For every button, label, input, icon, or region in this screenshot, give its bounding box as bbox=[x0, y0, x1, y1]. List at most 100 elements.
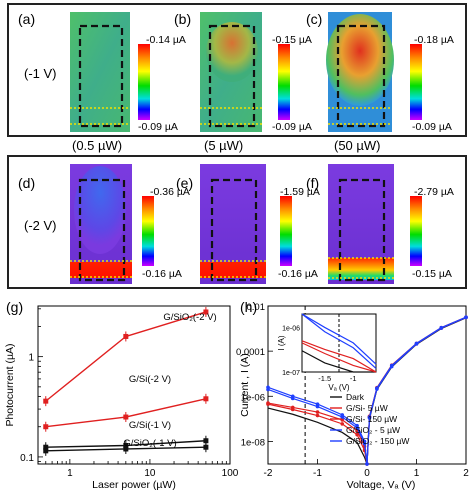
panel-d-cb-max: -0.36 µA bbox=[150, 186, 190, 198]
h-inset-x-axis-label: Vₐ (V) bbox=[328, 383, 350, 392]
h-data-point bbox=[266, 385, 270, 390]
panel-a-dashed-box bbox=[78, 24, 124, 128]
g-data-point bbox=[43, 424, 49, 430]
g-x-tick-label: 1 bbox=[67, 468, 73, 479]
panel-f-dashed-box bbox=[338, 178, 386, 282]
panel-c-cb-min: -0.09 µA bbox=[412, 121, 452, 133]
panel-b-cb-max: -0.15 µA bbox=[272, 34, 312, 46]
h-y-tick-label: 0.0001 bbox=[236, 347, 265, 358]
h-inset-y-tick-label: 1e-07 bbox=[282, 370, 300, 377]
g-data-point bbox=[203, 396, 209, 402]
h-legend-label: Dark bbox=[346, 392, 365, 402]
g-plot-frame bbox=[37, 305, 231, 465]
panel-a-colorbar bbox=[138, 44, 150, 120]
panel-b-dashed-box bbox=[208, 24, 256, 128]
h-data-point bbox=[464, 315, 468, 319]
g-series-label: G/Si(-2 V) bbox=[129, 374, 171, 385]
panel-h-letter: (h) bbox=[240, 299, 257, 315]
panel-a-cb-min: -0.09 µA bbox=[138, 121, 178, 133]
panel-d-red-stripe bbox=[70, 262, 132, 278]
h-inset-x-tick-label: -1.5 bbox=[318, 374, 331, 383]
panel-b-cb-min: -0.09 µA bbox=[272, 121, 312, 133]
g-series-label: G/SiO₂(-1 V) bbox=[123, 438, 176, 449]
panel-e-cb-min: -0.16 µA bbox=[278, 268, 318, 280]
g-series-line bbox=[45, 311, 207, 402]
h-y-tick-label: 0.01 bbox=[247, 302, 266, 313]
top-row-bias-label: (-1 V) bbox=[24, 66, 57, 81]
h-x-axis-label: Voltage, Vₐ (V) bbox=[347, 479, 416, 490]
g-data-point bbox=[123, 414, 129, 420]
h-inset-series-line bbox=[301, 350, 376, 373]
h-legend-label: G/Si- 150 µW bbox=[346, 414, 397, 424]
panel-e-letter: (e) bbox=[176, 175, 193, 191]
h-data-point bbox=[389, 363, 394, 368]
h-x-tick-label: 1 bbox=[414, 468, 420, 479]
panel-d-dashed-box bbox=[78, 178, 126, 282]
panel-e-red-stripe bbox=[200, 262, 266, 278]
panel-f-cb-max: -2.79 µA bbox=[414, 186, 454, 198]
h-data-point bbox=[375, 386, 379, 390]
h-inset-x-tick-label: -1 bbox=[350, 374, 357, 383]
g-data-point bbox=[123, 446, 129, 452]
g-data-point bbox=[43, 448, 49, 454]
h-inset-y-axis-label: I (A) bbox=[277, 335, 286, 350]
h-y-tick-label: 1e-06 bbox=[241, 392, 265, 403]
panel-g-letter: (g) bbox=[6, 299, 23, 315]
g-x-tick-label: 100 bbox=[222, 468, 239, 479]
g-y-tick-label: 0.1 bbox=[20, 453, 34, 464]
h-data-point bbox=[367, 415, 372, 419]
g-data-point bbox=[203, 309, 209, 315]
h-inset-series-line bbox=[301, 313, 377, 369]
panel-c-cb-max: -0.18 µA bbox=[414, 34, 454, 46]
panel-a-letter: (a) bbox=[18, 11, 35, 27]
h-inset-series-line bbox=[301, 340, 377, 373]
h-x-tick-label: -1 bbox=[313, 468, 322, 479]
h-y-tick-label: 1e-08 bbox=[241, 437, 265, 448]
top-row-frame bbox=[7, 3, 467, 137]
h-data-point bbox=[414, 341, 419, 346]
h-data-point bbox=[362, 439, 367, 444]
h-x-tick-label: 0 bbox=[364, 468, 370, 479]
mid-row-bias-label: (-2 V) bbox=[24, 218, 57, 233]
panel-b-colorbar bbox=[278, 44, 290, 120]
h-inset-y-tick-label: 1e-06 bbox=[282, 325, 300, 332]
panel-c-hotspot bbox=[326, 14, 394, 106]
h-x-tick-label: -2 bbox=[264, 468, 273, 479]
panel-b-hotspot bbox=[206, 22, 258, 82]
h-legend-label: G/Si- 5 µW bbox=[346, 403, 388, 413]
panel-f-hot-stripe bbox=[328, 258, 394, 280]
g-x-axis-label: Laser power (µW) bbox=[92, 479, 176, 490]
panel-a-cb-max: -0.14 µA bbox=[146, 34, 186, 46]
panel-d-cb-min: -0.16 µA bbox=[142, 268, 182, 280]
h-data-point bbox=[315, 404, 320, 409]
panel-d-bluespot bbox=[74, 166, 126, 254]
h-inset-series-line bbox=[301, 342, 377, 373]
g-y-axis-label: Photocurrent (µA) bbox=[4, 343, 16, 426]
h-data-point bbox=[266, 401, 270, 405]
g-data-point bbox=[123, 333, 129, 339]
h-data-point bbox=[315, 402, 320, 406]
panel-f-colorbar bbox=[410, 196, 422, 266]
g-series-label: G/SiO₂(-2 V) bbox=[163, 312, 216, 323]
g-data-point bbox=[203, 438, 209, 444]
panel-e-cb-max: -1.59 µA bbox=[280, 186, 320, 198]
h-data-point bbox=[315, 413, 320, 418]
panel-e-colorbar bbox=[280, 196, 292, 266]
panel-c-colorbar bbox=[410, 44, 422, 120]
h-data-point bbox=[355, 423, 359, 428]
h-legend-label: G/SiO₂ - 150 µW bbox=[346, 436, 409, 446]
h-data-point bbox=[290, 394, 295, 399]
power-label-a: (0.5 µW) bbox=[72, 138, 122, 153]
h-y-axis-label: Current , I (A) bbox=[239, 353, 251, 417]
panel-d-letter: (d) bbox=[18, 175, 35, 191]
h-x-tick-label: 2 bbox=[463, 468, 469, 479]
panel-d-colorbar bbox=[142, 196, 154, 266]
h-data-point bbox=[439, 325, 444, 330]
mid-row-frame bbox=[7, 155, 467, 289]
h-data-point bbox=[340, 422, 345, 426]
panel-c-letter: (c) bbox=[306, 11, 322, 27]
h-data-point bbox=[365, 462, 369, 466]
h-inset-series-line bbox=[301, 313, 377, 365]
h-legend-label: G/SiO₂ - 5 µW bbox=[346, 425, 400, 435]
